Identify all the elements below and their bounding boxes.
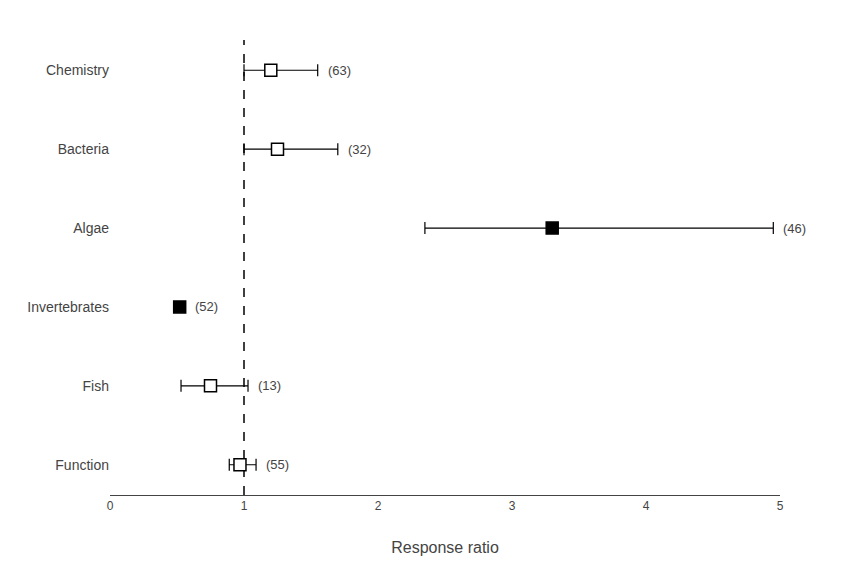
svg-text:Function: Function xyxy=(55,457,109,473)
svg-text:Bacteria: Bacteria xyxy=(58,141,110,157)
svg-text:Invertebrates: Invertebrates xyxy=(27,299,109,315)
svg-text:5: 5 xyxy=(777,499,784,513)
svg-text:Fish: Fish xyxy=(83,378,109,394)
svg-text:2: 2 xyxy=(375,499,382,513)
svg-text:(55): (55) xyxy=(266,457,289,472)
svg-text:(13): (13) xyxy=(258,378,281,393)
svg-text:4: 4 xyxy=(643,499,650,513)
svg-text:Algae: Algae xyxy=(73,220,109,236)
svg-text:(63): (63) xyxy=(328,63,351,78)
svg-text:Response ratio: Response ratio xyxy=(391,539,499,556)
svg-text:(52): (52) xyxy=(195,299,218,314)
svg-text:3: 3 xyxy=(509,499,516,513)
svg-text:Chemistry: Chemistry xyxy=(46,62,109,78)
svg-text:1: 1 xyxy=(241,499,248,513)
svg-text:(32): (32) xyxy=(348,142,371,157)
svg-text:0: 0 xyxy=(107,499,114,513)
svg-text:(46): (46) xyxy=(783,221,806,236)
